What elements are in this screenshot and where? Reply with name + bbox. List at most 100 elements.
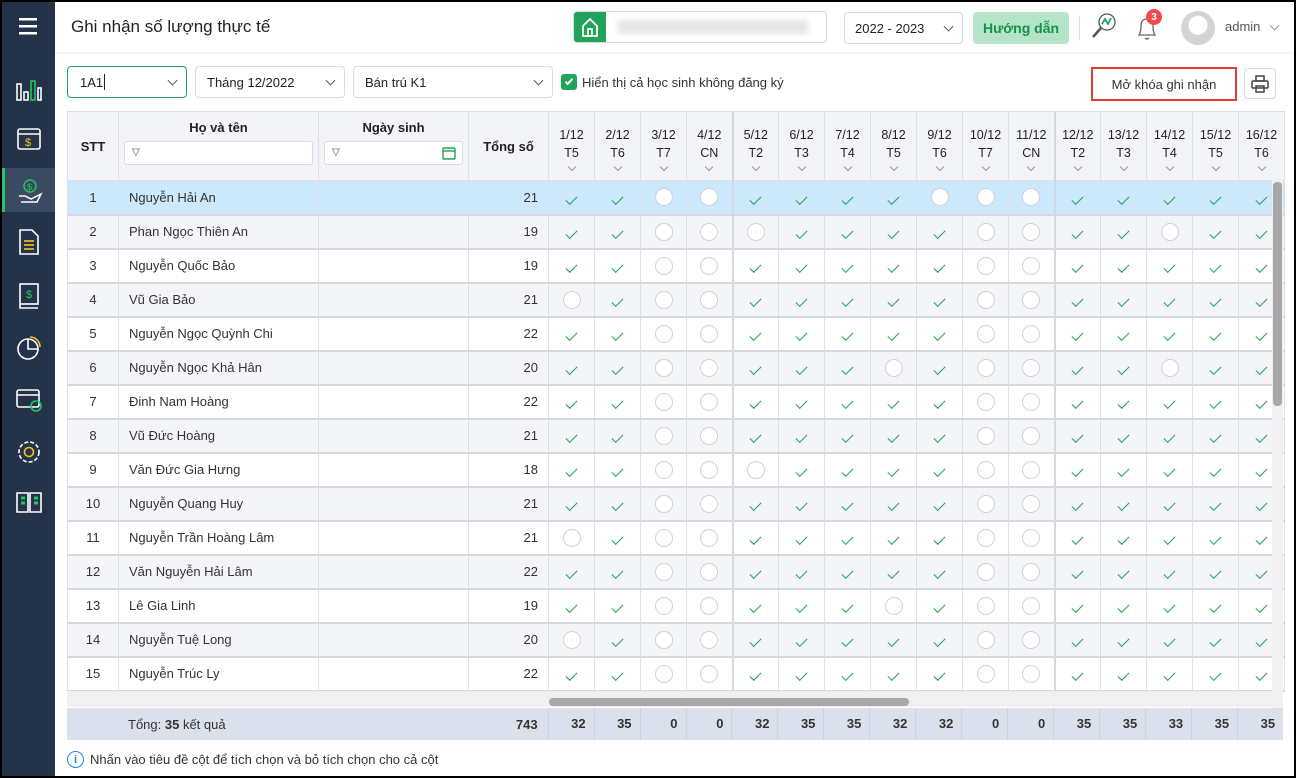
sidebar-item-payment[interactable] — [2, 378, 55, 422]
cell-attendance[interactable] — [870, 520, 917, 556]
cell-attendance[interactable] — [1008, 350, 1055, 386]
table-row[interactable]: 4 Vũ Gia Bảo 21 — [67, 282, 1285, 318]
cell-attendance[interactable] — [870, 588, 917, 624]
cell-attendance[interactable] — [1053, 452, 1101, 488]
cell-attendance[interactable] — [686, 588, 733, 624]
cell-attendance[interactable] — [778, 316, 825, 352]
dob-filter-input[interactable]: ▽ — [324, 141, 463, 165]
cell-attendance[interactable] — [640, 452, 687, 488]
table-row[interactable]: 5 Nguyễn Ngọc Quỳnh Chi 22 — [67, 316, 1285, 352]
cell-attendance[interactable] — [916, 622, 963, 658]
cell-attendance[interactable] — [1008, 554, 1055, 590]
class-select[interactable]: 1A1 — [67, 66, 187, 98]
cell-attendance[interactable] — [594, 622, 641, 658]
cell-attendance[interactable] — [1008, 214, 1055, 250]
cell-attendance[interactable] — [870, 350, 917, 386]
cell-attendance[interactable] — [916, 554, 963, 590]
cell-attendance[interactable] — [778, 248, 825, 284]
cell-attendance[interactable] — [1192, 282, 1239, 318]
chevron-down-icon[interactable] — [659, 162, 668, 172]
cell-attendance[interactable] — [1053, 554, 1101, 590]
column-day-7-12[interactable]: 7/12 T4 — [824, 111, 871, 181]
table-row[interactable]: 12 Văn Nguyễn Hải Lâm 22 — [67, 554, 1285, 590]
cell-attendance[interactable] — [731, 554, 779, 590]
chevron-down-icon[interactable] — [889, 162, 898, 172]
chevron-down-icon[interactable] — [1073, 162, 1082, 172]
cell-attendance[interactable] — [1192, 248, 1239, 284]
column-day-6-12[interactable]: 6/12 T3 — [778, 111, 825, 181]
cell-attendance[interactable] — [962, 622, 1009, 658]
cell-attendance[interactable] — [1146, 384, 1193, 420]
chevron-down-icon[interactable] — [1257, 162, 1266, 172]
sidebar-item-stats[interactable] — [2, 326, 55, 370]
cell-attendance[interactable] — [1100, 214, 1147, 250]
cell-attendance[interactable] — [548, 418, 595, 454]
unlock-record-button[interactable]: Mở khóa ghi nhận — [1091, 67, 1237, 101]
chevron-down-icon[interactable] — [567, 162, 576, 172]
column-day-5-12[interactable]: 5/12 T2 — [731, 111, 779, 181]
cell-attendance[interactable] — [870, 316, 917, 352]
cell-attendance[interactable] — [731, 452, 779, 488]
cell-attendance[interactable] — [686, 180, 733, 216]
chevron-down-icon[interactable] — [1211, 162, 1220, 172]
cell-attendance[interactable] — [778, 554, 825, 590]
cell-attendance[interactable] — [1008, 622, 1055, 658]
cell-attendance[interactable] — [778, 384, 825, 420]
column-day-10-12[interactable]: 10/12 T7 — [962, 111, 1009, 181]
sidebar-item-fees[interactable]: $ — [2, 116, 55, 160]
cell-attendance[interactable] — [731, 520, 779, 556]
school-selector[interactable] — [573, 11, 827, 43]
cell-attendance[interactable] — [686, 282, 733, 318]
cell-attendance[interactable] — [548, 350, 595, 386]
cell-attendance[interactable] — [1146, 248, 1193, 284]
cell-attendance[interactable] — [870, 384, 917, 420]
chevron-down-icon[interactable] — [1027, 162, 1036, 172]
cell-attendance[interactable] — [1008, 452, 1055, 488]
cell-attendance[interactable] — [686, 384, 733, 420]
cell-attendance[interactable] — [1100, 316, 1147, 352]
cell-attendance[interactable] — [1100, 180, 1147, 216]
cell-attendance[interactable] — [1008, 180, 1055, 216]
cell-attendance[interactable] — [731, 656, 779, 692]
cell-attendance[interactable] — [1053, 350, 1101, 386]
table-row[interactable]: 7 Đinh Nam Hoàng 22 — [67, 384, 1285, 420]
cell-attendance[interactable] — [824, 622, 871, 658]
cell-attendance[interactable] — [548, 180, 595, 216]
search-stats-icon[interactable] — [1090, 12, 1118, 40]
column-day-16-12[interactable]: 16/12 T6 — [1238, 111, 1285, 181]
cell-attendance[interactable] — [1053, 520, 1101, 556]
cell-attendance[interactable] — [962, 180, 1009, 216]
cell-attendance[interactable] — [824, 656, 871, 692]
cell-attendance[interactable] — [640, 214, 687, 250]
cell-attendance[interactable] — [1100, 418, 1147, 454]
cell-attendance[interactable] — [1146, 214, 1193, 250]
cell-attendance[interactable] — [778, 282, 825, 318]
table-row[interactable]: 2 Phan Ngọc Thiên An 19 — [67, 214, 1285, 250]
cell-attendance[interactable] — [962, 350, 1009, 386]
sidebar-item-report[interactable] — [2, 68, 55, 112]
cell-attendance[interactable] — [548, 384, 595, 420]
avatar[interactable] — [1181, 11, 1215, 45]
cell-attendance[interactable] — [870, 622, 917, 658]
cell-attendance[interactable] — [1053, 282, 1101, 318]
column-day-13-12[interactable]: 13/12 T3 — [1100, 111, 1147, 181]
cell-attendance[interactable] — [594, 282, 641, 318]
cell-attendance[interactable] — [548, 452, 595, 488]
cell-attendance[interactable] — [916, 656, 963, 692]
cell-attendance[interactable] — [731, 384, 779, 420]
cell-attendance[interactable] — [731, 588, 779, 624]
cell-attendance[interactable] — [731, 316, 779, 352]
show-unregistered-checkbox[interactable]: Hiển thị cả học sinh không đăng ký — [561, 74, 784, 90]
menu-button[interactable] — [2, 4, 55, 48]
cell-attendance[interactable] — [686, 418, 733, 454]
cell-attendance[interactable] — [1053, 622, 1101, 658]
sidebar-item-guide[interactable] — [2, 480, 55, 524]
user-name[interactable]: admin — [1225, 19, 1261, 34]
cell-attendance[interactable] — [962, 214, 1009, 250]
sidebar-item-ledger[interactable]: $ — [2, 274, 55, 318]
cell-attendance[interactable] — [1008, 248, 1055, 284]
chevron-down-icon[interactable] — [1165, 162, 1174, 172]
cell-attendance[interactable] — [640, 588, 687, 624]
cell-attendance[interactable] — [640, 554, 687, 590]
chevron-down-icon[interactable] — [751, 162, 760, 172]
